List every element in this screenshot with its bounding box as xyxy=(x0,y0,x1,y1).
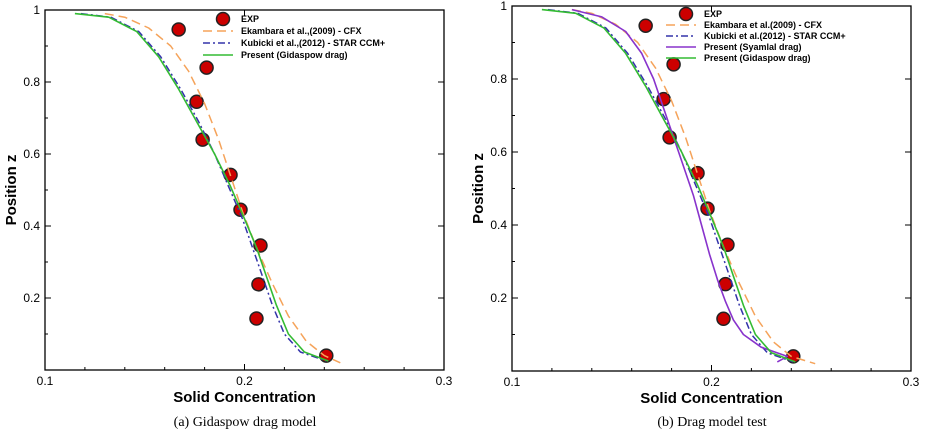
series-line-2 xyxy=(80,12,327,362)
legend-label: Kubicki et al.(2012) - STAR CCM+ xyxy=(704,31,846,41)
chart-panel-2: 0.1 0.2 0.3 0.2 0.4 0.6 0.8 1 Solid Concentratio… xyxy=(470,0,920,430)
series-line-4 xyxy=(541,8,796,363)
x-tick-label: 0.3 xyxy=(436,374,453,388)
exp-data-point xyxy=(716,311,731,327)
legend-label: Present (Gidaspow drag) xyxy=(704,53,811,63)
legend-marker-exp xyxy=(678,6,694,22)
series-line-2 xyxy=(547,8,794,363)
y-axis-title: Position z xyxy=(3,155,20,226)
panel-caption: (a) Gidaspow drag model xyxy=(174,415,317,430)
x-axis-title: Solid Concentration xyxy=(173,389,316,406)
exp-data-point xyxy=(666,57,681,72)
y-tick-label: 1 xyxy=(500,0,507,13)
x-tick-label: 0.1 xyxy=(504,375,521,389)
x-tick-label: 0.2 xyxy=(236,374,253,388)
x-axis-title: Solid Concentration xyxy=(640,390,783,407)
y-tick-label: 0.8 xyxy=(490,72,507,86)
y-tick-label: 0.2 xyxy=(490,291,507,305)
y-tick-label: 0.4 xyxy=(490,218,507,232)
panel-caption: (b) Drag model test xyxy=(657,415,766,430)
y-tick-label: 0.6 xyxy=(23,147,40,161)
plot-frame xyxy=(44,9,445,371)
x-tick-label: 0.3 xyxy=(903,375,920,389)
exp-data-point xyxy=(638,18,653,33)
legend: EXP Ekambara et al.,(2009) - CFX Kubicki e… xyxy=(203,11,385,60)
series-line-3 xyxy=(74,12,329,362)
exp-data-point xyxy=(189,94,204,110)
legend-label: EXP xyxy=(241,14,259,24)
legend-label: EXP xyxy=(704,9,722,19)
exp-data-point xyxy=(199,60,214,75)
series-line-3 xyxy=(571,8,789,363)
x-tick-label: 0.2 xyxy=(703,375,720,389)
y-tick-label: 0.6 xyxy=(490,145,507,159)
legend-label: Ekambara et al.(2009) - CFX xyxy=(704,20,822,30)
legend-label: Present (Gidaspow drag) xyxy=(241,50,348,60)
legend-marker-exp xyxy=(215,11,231,27)
y-tick-label: 0.8 xyxy=(23,75,40,89)
exp-data-point xyxy=(171,22,186,37)
series-line-1 xyxy=(104,12,341,364)
exp-data-point xyxy=(249,311,264,326)
y-axis-title: Position z xyxy=(470,153,487,224)
legend-label: Ekambara et al.,(2009) - CFX xyxy=(241,26,362,36)
x-tick-label: 0.1 xyxy=(37,374,54,388)
legend-label: Kubicki et al.,(2012) - STAR CCM+ xyxy=(241,38,385,48)
y-tick-label: 0.2 xyxy=(23,291,40,305)
legend-label: Present (Syamlal drag) xyxy=(704,42,802,52)
y-tick-label: 1 xyxy=(33,3,40,17)
chart-panel-1: 0.1 0.2 0.3 0.2 0.4 0.6 0.8 1 Solid Concentratio… xyxy=(3,3,453,430)
y-tick-label: 0.4 xyxy=(23,219,40,233)
